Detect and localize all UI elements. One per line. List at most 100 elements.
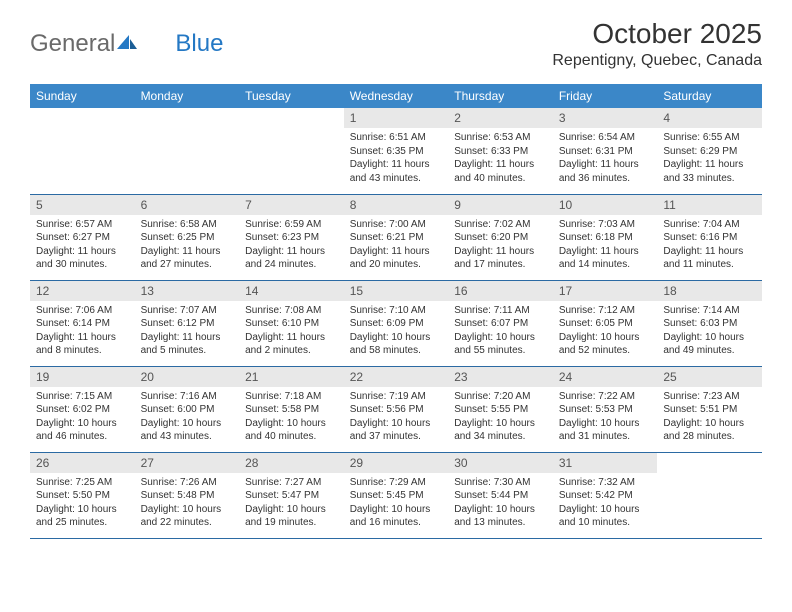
header: General Blue October 2025 Repentigny, Qu… xyxy=(0,0,792,76)
logo-text-1: General xyxy=(30,30,115,58)
calendar-day-cell: 18Sunrise: 7:14 AMSunset: 6:03 PMDayligh… xyxy=(657,280,762,366)
calendar-day-cell: 2Sunrise: 6:53 AMSunset: 6:33 PMDaylight… xyxy=(448,108,553,194)
calendar-row: 1Sunrise: 6:51 AMSunset: 6:35 PMDaylight… xyxy=(30,108,762,194)
day-number: 13 xyxy=(135,281,240,301)
day-number: 16 xyxy=(448,281,553,301)
calendar-day-cell: 29Sunrise: 7:29 AMSunset: 5:45 PMDayligh… xyxy=(344,452,449,538)
day-number: 31 xyxy=(553,453,658,473)
calendar-day-cell: 21Sunrise: 7:18 AMSunset: 5:58 PMDayligh… xyxy=(239,366,344,452)
calendar-day-cell: 19Sunrise: 7:15 AMSunset: 6:02 PMDayligh… xyxy=(30,366,135,452)
calendar-day-cell: 4Sunrise: 6:55 AMSunset: 6:29 PMDaylight… xyxy=(657,108,762,194)
calendar-empty-cell xyxy=(239,108,344,194)
day-details: Sunrise: 6:58 AMSunset: 6:25 PMDaylight:… xyxy=(135,215,240,276)
day-details: Sunrise: 7:27 AMSunset: 5:47 PMDaylight:… xyxy=(239,473,344,534)
logo: General Blue xyxy=(30,30,223,58)
day-details: Sunrise: 6:59 AMSunset: 6:23 PMDaylight:… xyxy=(239,215,344,276)
day-details: Sunrise: 7:02 AMSunset: 6:20 PMDaylight:… xyxy=(448,215,553,276)
calendar-row: 19Sunrise: 7:15 AMSunset: 6:02 PMDayligh… xyxy=(30,366,762,452)
calendar-day-cell: 1Sunrise: 6:51 AMSunset: 6:35 PMDaylight… xyxy=(344,108,449,194)
calendar-day-cell: 25Sunrise: 7:23 AMSunset: 5:51 PMDayligh… xyxy=(657,366,762,452)
day-number: 21 xyxy=(239,367,344,387)
calendar-day-cell: 14Sunrise: 7:08 AMSunset: 6:10 PMDayligh… xyxy=(239,280,344,366)
month-title: October 2025 xyxy=(552,18,762,50)
day-number: 29 xyxy=(344,453,449,473)
calendar-empty-cell xyxy=(135,108,240,194)
day-details: Sunrise: 7:14 AMSunset: 6:03 PMDaylight:… xyxy=(657,301,762,362)
day-details: Sunrise: 7:18 AMSunset: 5:58 PMDaylight:… xyxy=(239,387,344,448)
calendar-row: 12Sunrise: 7:06 AMSunset: 6:14 PMDayligh… xyxy=(30,280,762,366)
day-details: Sunrise: 7:06 AMSunset: 6:14 PMDaylight:… xyxy=(30,301,135,362)
day-number: 1 xyxy=(344,108,449,128)
location: Repentigny, Quebec, Canada xyxy=(552,52,762,70)
calendar-day-cell: 13Sunrise: 7:07 AMSunset: 6:12 PMDayligh… xyxy=(135,280,240,366)
day-number: 12 xyxy=(30,281,135,301)
day-details: Sunrise: 7:19 AMSunset: 5:56 PMDaylight:… xyxy=(344,387,449,448)
day-number: 26 xyxy=(30,453,135,473)
day-number: 25 xyxy=(657,367,762,387)
day-details: Sunrise: 7:32 AMSunset: 5:42 PMDaylight:… xyxy=(553,473,658,534)
day-number: 17 xyxy=(553,281,658,301)
day-number: 30 xyxy=(448,453,553,473)
calendar-day-cell: 10Sunrise: 7:03 AMSunset: 6:18 PMDayligh… xyxy=(553,194,658,280)
day-number: 24 xyxy=(553,367,658,387)
day-details: Sunrise: 7:03 AMSunset: 6:18 PMDaylight:… xyxy=(553,215,658,276)
day-details: Sunrise: 7:29 AMSunset: 5:45 PMDaylight:… xyxy=(344,473,449,534)
calendar-day-cell: 15Sunrise: 7:10 AMSunset: 6:09 PMDayligh… xyxy=(344,280,449,366)
day-details: Sunrise: 7:22 AMSunset: 5:53 PMDaylight:… xyxy=(553,387,658,448)
day-details: Sunrise: 7:12 AMSunset: 6:05 PMDaylight:… xyxy=(553,301,658,362)
day-details: Sunrise: 7:25 AMSunset: 5:50 PMDaylight:… xyxy=(30,473,135,534)
day-number: 22 xyxy=(344,367,449,387)
calendar-day-cell: 3Sunrise: 6:54 AMSunset: 6:31 PMDaylight… xyxy=(553,108,658,194)
calendar-day-cell: 16Sunrise: 7:11 AMSunset: 6:07 PMDayligh… xyxy=(448,280,553,366)
calendar-day-cell: 20Sunrise: 7:16 AMSunset: 6:00 PMDayligh… xyxy=(135,366,240,452)
day-number: 19 xyxy=(30,367,135,387)
calendar-day-cell: 5Sunrise: 6:57 AMSunset: 6:27 PMDaylight… xyxy=(30,194,135,280)
day-details: Sunrise: 7:07 AMSunset: 6:12 PMDaylight:… xyxy=(135,301,240,362)
calendar-row: 26Sunrise: 7:25 AMSunset: 5:50 PMDayligh… xyxy=(30,452,762,538)
day-details: Sunrise: 7:26 AMSunset: 5:48 PMDaylight:… xyxy=(135,473,240,534)
weekday-header: Thursday xyxy=(448,84,553,108)
calendar-day-cell: 9Sunrise: 7:02 AMSunset: 6:20 PMDaylight… xyxy=(448,194,553,280)
day-details: Sunrise: 7:00 AMSunset: 6:21 PMDaylight:… xyxy=(344,215,449,276)
weekday-header: Wednesday xyxy=(344,84,449,108)
day-details: Sunrise: 6:57 AMSunset: 6:27 PMDaylight:… xyxy=(30,215,135,276)
day-number: 23 xyxy=(448,367,553,387)
day-details: Sunrise: 7:20 AMSunset: 5:55 PMDaylight:… xyxy=(448,387,553,448)
weekday-header-row: SundayMondayTuesdayWednesdayThursdayFrid… xyxy=(30,84,762,108)
weekday-header: Sunday xyxy=(30,84,135,108)
day-number: 9 xyxy=(448,195,553,215)
day-number: 14 xyxy=(239,281,344,301)
day-details: Sunrise: 7:11 AMSunset: 6:07 PMDaylight:… xyxy=(448,301,553,362)
calendar-empty-cell xyxy=(657,452,762,538)
day-number: 6 xyxy=(135,195,240,215)
calendar-day-cell: 7Sunrise: 6:59 AMSunset: 6:23 PMDaylight… xyxy=(239,194,344,280)
day-number: 2 xyxy=(448,108,553,128)
calendar-day-cell: 31Sunrise: 7:32 AMSunset: 5:42 PMDayligh… xyxy=(553,452,658,538)
calendar-table: SundayMondayTuesdayWednesdayThursdayFrid… xyxy=(30,84,762,539)
title-block: October 2025 Repentigny, Quebec, Canada xyxy=(552,18,762,70)
calendar-row: 5Sunrise: 6:57 AMSunset: 6:27 PMDaylight… xyxy=(30,194,762,280)
day-details: Sunrise: 7:10 AMSunset: 6:09 PMDaylight:… xyxy=(344,301,449,362)
day-details: Sunrise: 7:04 AMSunset: 6:16 PMDaylight:… xyxy=(657,215,762,276)
calendar-day-cell: 24Sunrise: 7:22 AMSunset: 5:53 PMDayligh… xyxy=(553,366,658,452)
calendar-body: 1Sunrise: 6:51 AMSunset: 6:35 PMDaylight… xyxy=(30,108,762,538)
calendar-day-cell: 22Sunrise: 7:19 AMSunset: 5:56 PMDayligh… xyxy=(344,366,449,452)
calendar-day-cell: 12Sunrise: 7:06 AMSunset: 6:14 PMDayligh… xyxy=(30,280,135,366)
day-number: 3 xyxy=(553,108,658,128)
logo-sail-icon xyxy=(117,30,137,58)
weekday-header: Saturday xyxy=(657,84,762,108)
day-number: 15 xyxy=(344,281,449,301)
day-number: 4 xyxy=(657,108,762,128)
calendar-day-cell: 30Sunrise: 7:30 AMSunset: 5:44 PMDayligh… xyxy=(448,452,553,538)
day-details: Sunrise: 6:55 AMSunset: 6:29 PMDaylight:… xyxy=(657,128,762,189)
calendar-empty-cell xyxy=(30,108,135,194)
day-number: 18 xyxy=(657,281,762,301)
day-number: 5 xyxy=(30,195,135,215)
calendar-day-cell: 27Sunrise: 7:26 AMSunset: 5:48 PMDayligh… xyxy=(135,452,240,538)
logo-text-2: Blue xyxy=(175,30,223,58)
calendar-day-cell: 8Sunrise: 7:00 AMSunset: 6:21 PMDaylight… xyxy=(344,194,449,280)
calendar-day-cell: 17Sunrise: 7:12 AMSunset: 6:05 PMDayligh… xyxy=(553,280,658,366)
calendar-day-cell: 11Sunrise: 7:04 AMSunset: 6:16 PMDayligh… xyxy=(657,194,762,280)
weekday-header: Monday xyxy=(135,84,240,108)
day-number: 10 xyxy=(553,195,658,215)
